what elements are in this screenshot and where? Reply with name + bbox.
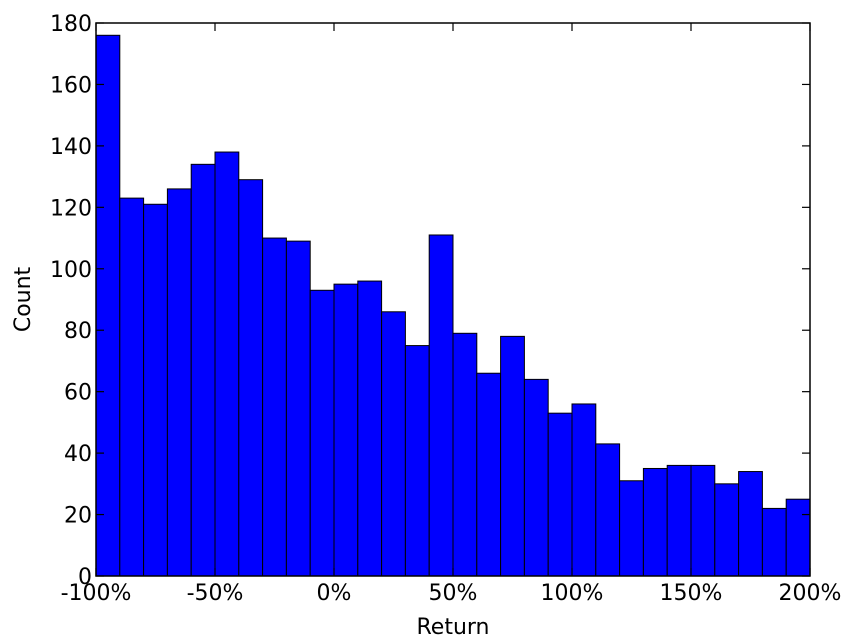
- histogram-bar: [285, 240, 311, 577]
- histogram-bar: [119, 197, 145, 577]
- histogram-bar: [666, 464, 692, 577]
- y-tick-label: 20: [64, 504, 92, 529]
- histogram-bar: [547, 412, 573, 577]
- tick-label-group: -100% -50% 0% 50% 100% 150% 200% 0 20 40 60 80 100 12…: [50, 12, 841, 606]
- histogram-bar: [738, 471, 763, 577]
- histogram-bar: [619, 480, 644, 577]
- histogram-bar: [500, 335, 525, 577]
- x-tick-label: -50%: [187, 581, 244, 606]
- histogram-bar: [309, 289, 335, 577]
- y-axis-label: Count: [11, 266, 36, 332]
- y-tick-label: 100: [50, 258, 92, 283]
- x-tick-label: 200%: [779, 581, 842, 606]
- y-tick-label: 180: [50, 12, 92, 37]
- histogram-bar: [714, 483, 740, 577]
- histogram-bar: [476, 372, 502, 577]
- y-tick-label: 40: [64, 442, 92, 467]
- histogram-bar: [238, 179, 264, 577]
- x-tick-label: 150%: [660, 581, 723, 606]
- x-tick-label: 100%: [541, 581, 604, 606]
- histogram-bar: [761, 507, 787, 577]
- y-tick-label: 120: [50, 196, 92, 221]
- histogram-bar: [190, 163, 216, 577]
- plot-frame: [95, 22, 811, 577]
- histogram-bar: [595, 443, 621, 577]
- histogram-bar: [642, 467, 668, 577]
- x-tick-label: 50%: [429, 581, 478, 606]
- histogram-bar: [381, 311, 406, 577]
- histogram-bar: [143, 203, 168, 577]
- histogram-bar: [785, 498, 811, 577]
- x-tick-label: -100%: [61, 581, 132, 606]
- histogram-bar: [95, 34, 121, 577]
- histogram-bar: [166, 188, 192, 577]
- histogram-bar: [452, 332, 478, 577]
- y-tick-label: 60: [64, 381, 92, 406]
- histogram-bar: [523, 378, 549, 577]
- histogram-bar: [404, 345, 430, 577]
- histogram-bar: [357, 280, 383, 577]
- x-axis-label: Return: [416, 615, 489, 640]
- y-tick-label: 80: [64, 319, 92, 344]
- histogram-bar: [571, 403, 597, 577]
- y-tick-label: 0: [78, 565, 92, 590]
- histogram-bar: [214, 151, 240, 577]
- y-tick-label: 160: [50, 73, 92, 98]
- histogram-bar: [333, 283, 359, 577]
- bar-group: [95, 34, 811, 577]
- histogram-bar: [690, 464, 716, 577]
- x-tick-label: 0%: [317, 581, 352, 606]
- histogram-bar: [262, 237, 287, 577]
- histogram-bar: [428, 234, 454, 577]
- y-tick-label: 140: [50, 135, 92, 160]
